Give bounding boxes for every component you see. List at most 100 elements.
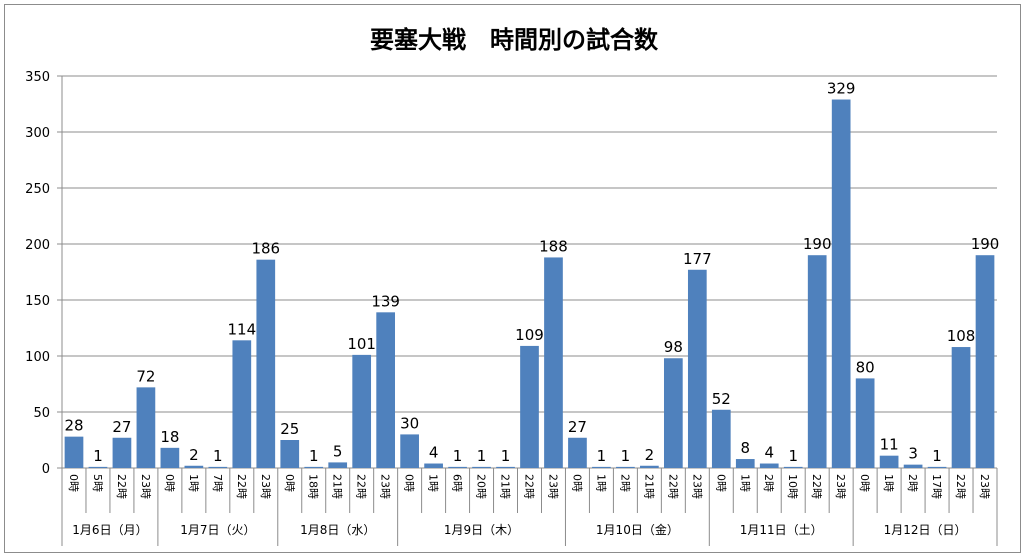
bar: [640, 465, 659, 468]
bar: [88, 466, 108, 468]
x-tick-label: 22時: [235, 474, 248, 499]
y-tick-label: 300: [25, 126, 50, 141]
x-tick-label: 0時: [714, 474, 727, 492]
bar: [687, 269, 707, 468]
bar: [783, 466, 803, 468]
x-tick-label: 1時: [187, 474, 200, 492]
bar: [232, 340, 252, 468]
bar: [927, 466, 947, 468]
data-label: 27: [112, 418, 131, 436]
bar: [807, 255, 827, 468]
bar: [64, 436, 84, 468]
bar: [735, 459, 755, 468]
data-label: 329: [827, 80, 856, 98]
bar: [616, 466, 635, 468]
data-label: 1: [213, 447, 223, 465]
bar: [544, 257, 563, 468]
data-label: 72: [136, 367, 155, 385]
x-tick-label: 0時: [283, 474, 296, 492]
bars: [64, 99, 995, 469]
data-label: 1: [932, 447, 942, 465]
x-tick-label: 1時: [882, 474, 895, 492]
data-label: 1: [453, 447, 463, 465]
data-label: 1: [477, 447, 487, 465]
bar: [663, 358, 683, 468]
x-tick-label: 1時: [427, 474, 440, 492]
data-label: 25: [280, 420, 299, 438]
data-label: 27: [568, 418, 587, 436]
group-label: 1月9日（木）: [444, 523, 519, 537]
x-tick-label: 10時: [786, 474, 799, 499]
data-label: 1: [621, 447, 631, 465]
x-tick-label: 1時: [594, 474, 607, 492]
x-tick-label: 5時: [91, 474, 104, 492]
chart-title: 要塞大戦 時間別の試合数: [370, 26, 659, 54]
x-tick-label: 2時: [906, 474, 919, 492]
bar: [711, 409, 731, 468]
y-tick-label: 150: [25, 294, 50, 309]
group-label: 1月11日（土）: [740, 523, 823, 537]
y-tick-label: 200: [25, 238, 50, 253]
bar: [424, 463, 443, 468]
x-tick-label: 6時: [451, 474, 464, 492]
data-label: 1: [309, 447, 319, 465]
data-label: 2: [645, 446, 655, 464]
x-tick-label: 0時: [403, 474, 416, 492]
data-label: 114: [227, 320, 256, 338]
data-label: 5: [333, 442, 343, 460]
data-label: 4: [429, 444, 439, 462]
bar: [855, 378, 875, 468]
data-label: 190: [803, 235, 832, 253]
x-tick-label: 0時: [570, 474, 583, 492]
x-tick-label: 22時: [666, 474, 679, 499]
bar: [903, 464, 923, 468]
x-tick-label: 21時: [331, 474, 344, 499]
group-label: 1月6日（月）: [72, 523, 147, 537]
group-label: 1月10日（金）: [596, 522, 679, 537]
x-tick-label: 22時: [355, 474, 368, 499]
bar: [975, 255, 995, 468]
data-label: 8: [740, 439, 750, 457]
group-label: 1月8日（水）: [300, 523, 375, 537]
data-label: 139: [371, 292, 400, 310]
x-axis-labels: 0時 5時 22時 23時 1月6日（月） 0時 1時 7時 22時 23時 1月7日（火） 0時 18…: [61, 468, 998, 546]
data-label: 11: [880, 436, 899, 454]
x-tick-label: 23時: [978, 474, 991, 499]
bar: [448, 466, 467, 468]
data-label: 4: [764, 444, 774, 462]
x-tick-label: 2時: [618, 474, 631, 492]
group-label: 1月7日（火）: [180, 523, 255, 537]
bar: [352, 354, 372, 468]
bar: [208, 466, 228, 468]
data-label: 98: [664, 338, 683, 356]
x-tick-label: 23時: [259, 474, 272, 499]
bar: [160, 447, 180, 468]
bar: [592, 466, 611, 468]
bar: [879, 455, 899, 468]
x-tick-label: 23時: [379, 474, 392, 499]
x-tick-label: 1時: [738, 474, 751, 492]
bar: [328, 462, 348, 468]
bar: [256, 259, 276, 468]
x-tick-label: 21時: [642, 474, 655, 499]
y-tick-label: 100: [25, 350, 50, 365]
y-tick-label: 50: [33, 406, 50, 421]
data-label: 188: [539, 237, 568, 255]
data-label: 190: [971, 235, 1000, 253]
bar: [304, 466, 324, 468]
x-tick-label: 17時: [930, 474, 943, 499]
bar: [951, 347, 971, 468]
y-tick-label: 250: [25, 182, 50, 197]
x-tick-label: 22時: [115, 474, 128, 499]
x-tick-label: 18時: [307, 474, 320, 499]
x-tick-label: 0時: [67, 474, 80, 492]
x-tick-label: 23時: [834, 474, 847, 499]
bar: [496, 466, 515, 468]
bar: [472, 466, 491, 468]
bar: [280, 440, 300, 468]
x-tick-label: 22時: [810, 474, 823, 499]
data-label: 1: [501, 447, 511, 465]
data-label: 1: [597, 447, 607, 465]
